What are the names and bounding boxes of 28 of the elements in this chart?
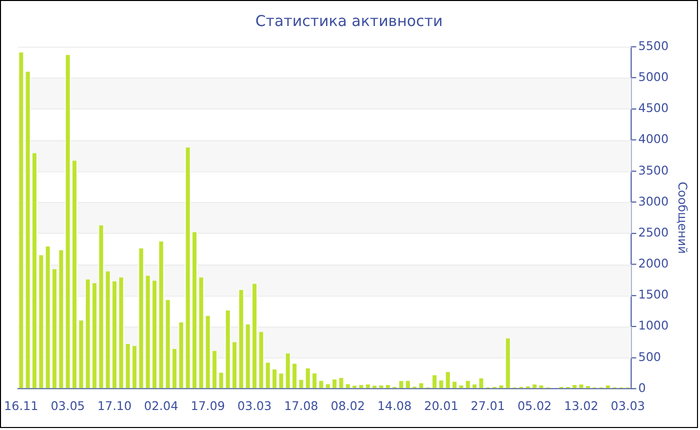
x-tick-label: 03.03 [237,399,272,413]
y-tick-label: 1500 [638,288,669,302]
chart-title: Статистика активности [255,12,443,30]
x-tick-label: 16.11 [4,399,38,413]
y-tick-label: 1000 [638,318,669,333]
y-tick-label: 3000 [638,194,669,208]
y-tick-label: 5500 [638,38,669,53]
y-tick-label: 3500 [638,163,669,178]
x-tick-label: 03.05 [50,399,85,413]
y-tick-label: 500 [638,350,662,364]
y-tick-label: 4500 [638,101,669,116]
y-tick-label: 5000 [638,70,669,84]
x-tick-label: 17.08 [284,399,318,413]
y-tick-label: 2500 [638,225,669,240]
x-tick-label: 05.02 [517,399,552,413]
x-tick-label: 17.09 [190,399,225,413]
x-tick-label: 20.01 [424,399,458,413]
y-tick-label: 4000 [638,132,669,146]
y-tick-label: 0 [638,380,646,395]
x-tick-label: 02.04 [144,399,178,413]
x-tick-label: 27.01 [470,399,505,413]
y-tick-label: 2000 [638,256,669,271]
y-axis-title: Сообщений [676,182,690,254]
x-tick-label: 13.02 [564,399,598,413]
x-tick-label: 03.03 [610,399,646,413]
x-tick-label: 17.10 [97,399,132,413]
x-tick-label: 14.08 [377,399,412,413]
x-tick-label: 08.02 [330,399,365,413]
